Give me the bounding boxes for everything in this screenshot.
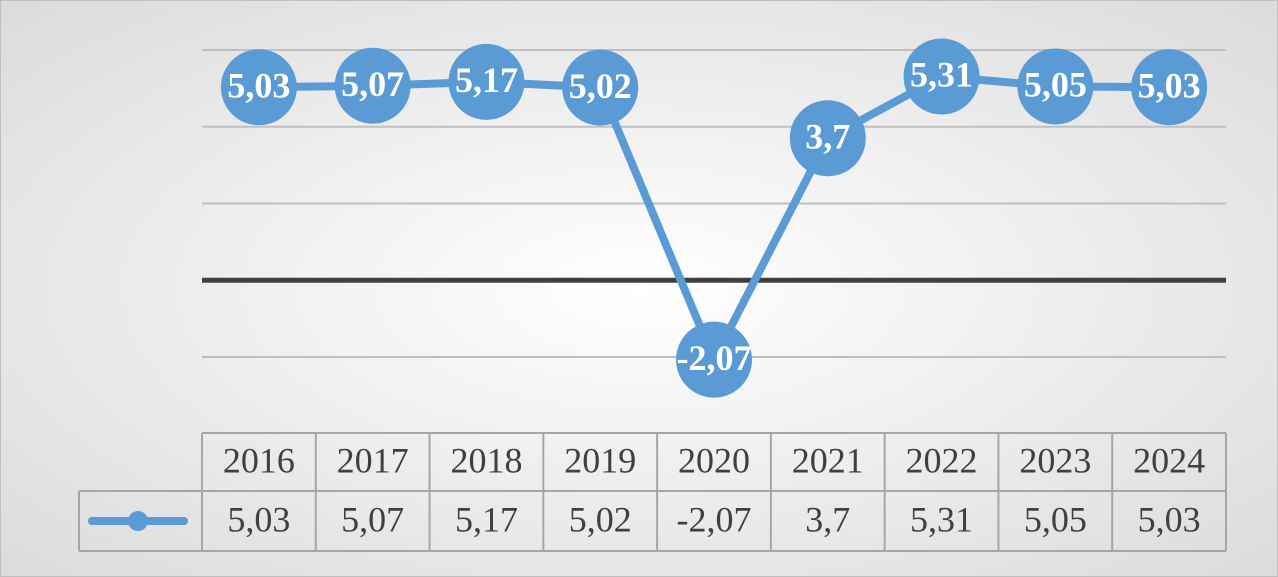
data-label: 5,02 [569,66,632,106]
table-value: 5,03 [1138,499,1201,539]
x-tick-label: 2017 [337,440,409,480]
table-value: 5,31 [910,499,973,539]
x-tick-label: 2023 [1019,440,1091,480]
marker [562,49,639,126]
table-value: 5,17 [455,499,518,539]
x-tick-label: 2022 [906,440,978,480]
x-tick-label: 2020 [678,440,750,480]
x-tick-label: 2021 [792,440,864,480]
marker [334,47,411,124]
marker [448,43,525,120]
data-label: 5,05 [1024,65,1087,105]
table-value: 5,02 [569,499,632,539]
data-label: 5,03 [227,65,290,105]
x-tick-label: 2016 [223,440,295,480]
marker [220,49,297,126]
x-tick-label: 2019 [564,440,636,480]
data-label: 5,17 [455,60,518,100]
table-value: 5,03 [227,499,290,539]
data-label: -2,07 [677,338,752,378]
table-value: -2,07 [677,499,752,539]
data-label: 5,07 [341,64,404,104]
data-label: 3,7 [805,117,850,157]
marker [676,321,752,398]
data-label: 5,03 [1138,65,1201,105]
data-label: 5,31 [910,55,973,95]
table-value: 3,7 [805,499,850,539]
x-tick-label: 2024 [1133,440,1205,480]
table-value: 5,07 [341,499,404,539]
table-value: 5,05 [1024,499,1087,539]
legend-key-marker [128,511,148,531]
marker [789,100,866,177]
marker [903,38,980,115]
marker [1017,48,1094,125]
x-tick-label: 2018 [450,440,522,480]
marker [1131,49,1208,126]
